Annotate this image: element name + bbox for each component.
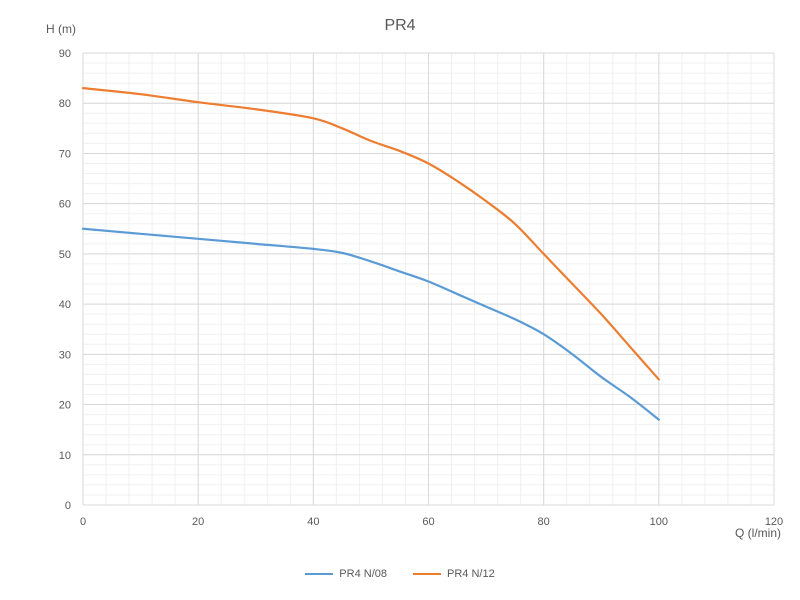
legend-swatch-series-1 [305, 573, 334, 575]
series-line-1 [81, 227, 660, 421]
x-tick-label: 20 [192, 516, 204, 528]
x-tick-label: 0 [80, 516, 86, 528]
legend: PR4 N/08 PR4 N/12 [0, 568, 800, 580]
x-tick-label: 80 [538, 516, 550, 528]
series-line-2 [81, 87, 660, 381]
y-tick-label: 30 [59, 349, 71, 361]
x-tick-label: 60 [422, 516, 434, 528]
major-grid [82, 52, 775, 506]
y-tick-label: 90 [59, 48, 71, 60]
x-axis-label: Q (l/min) [735, 526, 781, 540]
y-tick-label: 40 [59, 299, 71, 311]
y-tick-label: 20 [59, 400, 71, 412]
y-tick-label: 0 [65, 500, 71, 512]
x-tick-label: 100 [650, 516, 668, 528]
y-tick-label: 50 [59, 249, 71, 261]
y-tick-label: 70 [59, 148, 71, 160]
legend-item-series-1: PR4 N/08 [305, 568, 387, 580]
legend-label-series-2: PR4 N/12 [447, 568, 495, 580]
chart-title: PR4 [384, 17, 415, 34]
y-tick-label: 10 [59, 450, 71, 462]
y-tick-label: 60 [59, 199, 71, 211]
x-tick-label: 120 [765, 516, 783, 528]
legend-label-series-1: PR4 N/08 [339, 568, 387, 580]
legend-item-series-2: PR4 N/12 [413, 568, 495, 580]
legend-swatch-series-2 [413, 573, 441, 575]
tick-labels: 0 20 40 60 80 100 120 0 10 20 30 40 50 60 70 80 90 [59, 48, 783, 528]
y-tick-label: 80 [59, 98, 71, 110]
series-layer [81, 87, 660, 421]
x-tick-label: 40 [307, 516, 319, 528]
y-axis-label: H (m) [46, 22, 76, 36]
